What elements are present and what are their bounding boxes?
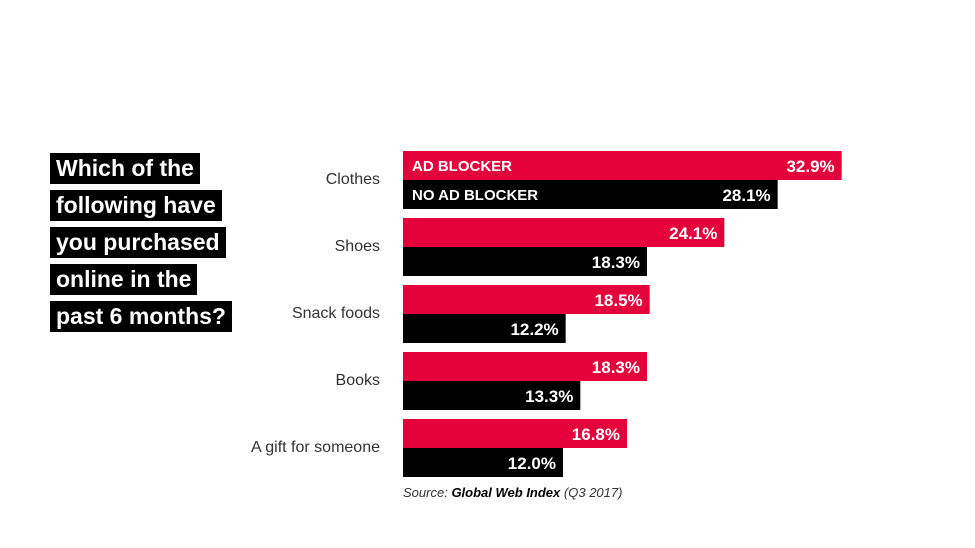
category-label: A gift for someone: [251, 439, 380, 456]
value-label: 18.5%: [594, 291, 642, 310]
source-prefix: Source:: [403, 485, 448, 500]
title-line: you purchased: [50, 227, 226, 258]
bar-ad-blocker: [403, 285, 650, 314]
value-label: 18.3%: [592, 253, 640, 272]
value-label: 16.8%: [572, 425, 620, 444]
bar-no-ad-blocker: [403, 314, 566, 343]
value-label: 28.1%: [722, 186, 770, 205]
bar-no-ad-blocker: [403, 180, 778, 209]
title-line: online in the: [50, 264, 198, 295]
value-label: 12.2%: [510, 320, 558, 339]
source-name: Global Web Index: [451, 485, 561, 500]
bar-ad-blocker: [403, 352, 647, 381]
legend-ad-blocker: AD BLOCKER: [412, 158, 512, 175]
category-label: Clothes: [326, 171, 380, 188]
chart-title: Which of the following have you purchase…: [50, 153, 250, 338]
bar-ad-blocker: [403, 218, 725, 247]
title-line: following have: [50, 190, 222, 221]
bar-ad-blocker: [403, 151, 842, 180]
category-label: Shoes: [335, 238, 380, 255]
value-label: 24.1%: [669, 224, 717, 243]
value-label: 18.3%: [592, 358, 640, 377]
title-line: Which of the: [50, 153, 200, 184]
source-suffix: (Q3 2017): [563, 485, 623, 500]
value-label: 13.3%: [525, 387, 573, 406]
value-label: 12.0%: [508, 454, 556, 473]
source-note: Source: Global Web Index (Q3 2017): [403, 485, 622, 500]
title-line: past 6 months?: [50, 301, 232, 332]
bar-no-ad-blocker: [403, 381, 581, 410]
bar-ad-blocker: [403, 419, 627, 448]
category-label: Books: [336, 372, 380, 389]
bar-no-ad-blocker: [403, 448, 563, 477]
value-label: 32.9%: [786, 157, 834, 176]
bar-no-ad-blocker: [403, 247, 647, 276]
category-label: Snack foods: [292, 305, 380, 322]
legend-no-ad-blocker: NO AD BLOCKER: [412, 187, 538, 204]
